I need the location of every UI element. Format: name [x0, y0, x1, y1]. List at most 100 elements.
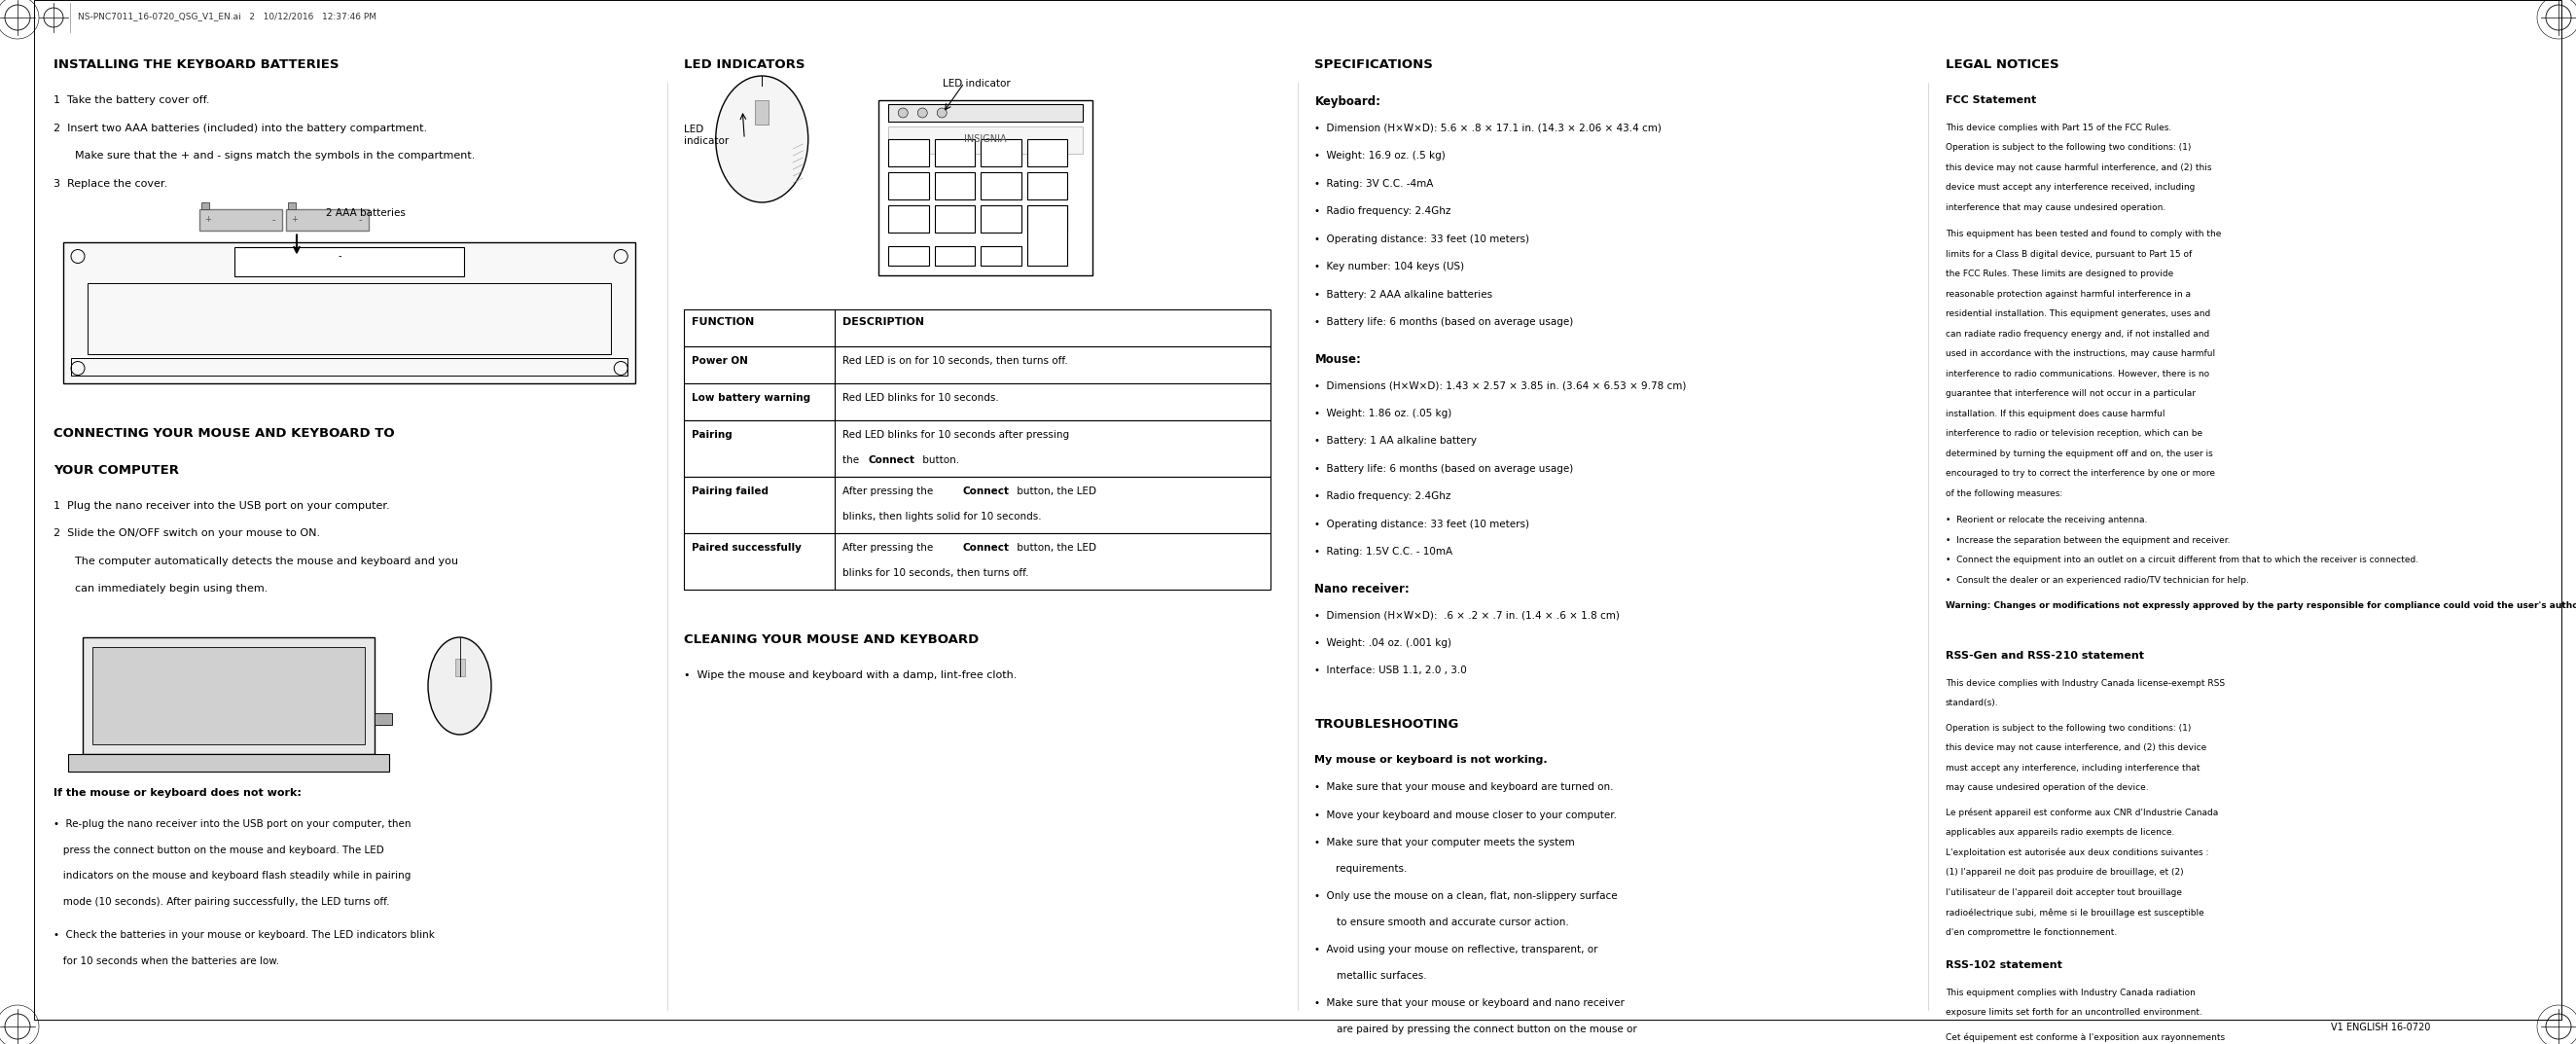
Text: guarantee that interference will not occur in a particular: guarantee that interference will not occ… [1945, 389, 2195, 398]
Bar [1028, 139, 1066, 166]
Text: +: + [204, 215, 211, 223]
Bar [755, 100, 768, 124]
Text: 2 AAA batteries: 2 AAA batteries [327, 208, 404, 217]
Bar [685, 383, 1270, 421]
Bar [981, 246, 1020, 265]
Text: INSTALLING THE KEYBOARD BATTERIES: INSTALLING THE KEYBOARD BATTERIES [54, 58, 340, 71]
Text: 2  Slide the ON/OFF switch on your mouse to ON.: 2 Slide the ON/OFF switch on your mouse … [54, 528, 319, 538]
Text: Make sure that the + and - signs match the symbols in the compartment.: Make sure that the + and - signs match t… [75, 150, 474, 161]
Text: •  Dimension (H×W×D): 5.6 × .8 × 17.1 in. (14.3 × 2.06 × 43.4 cm): • Dimension (H×W×D): 5.6 × .8 × 17.1 in.… [1314, 123, 1662, 133]
Text: •  Interface: USB 1.1, 2.0 , 3.0: • Interface: USB 1.1, 2.0 , 3.0 [1314, 665, 1468, 675]
Text: •  Key number: 104 keys (US): • Key number: 104 keys (US) [1314, 262, 1466, 271]
Text: •  Move your keyboard and mouse closer to your computer.: • Move your keyboard and mouse closer to… [1314, 810, 1618, 820]
Text: -: - [358, 215, 363, 224]
Text: Le présent appareil est conforme aux CNR d'Industrie Canada: Le présent appareil est conforme aux CNR… [1945, 808, 2218, 817]
Text: for 10 seconds when the batteries are low.: for 10 seconds when the batteries are lo… [54, 956, 278, 966]
Text: Warning: Changes or modifications not expressly approved by the party responsibl: Warning: Changes or modifications not ex… [1945, 601, 2576, 610]
Bar [82, 637, 374, 754]
Text: to ensure smooth and accurate cursor action.: to ensure smooth and accurate cursor act… [1337, 917, 1569, 927]
Bar [981, 139, 1020, 166]
Bar [286, 209, 368, 230]
Text: FUNCTION: FUNCTION [693, 317, 755, 327]
Bar [93, 647, 366, 744]
Text: l'utilisateur de l'appareil doit accepter tout brouillage: l'utilisateur de l'appareil doit accepte… [1945, 887, 2182, 897]
Text: •  Weight: 16.9 oz. (.5 kg): • Weight: 16.9 oz. (.5 kg) [1314, 150, 1445, 161]
Text: Connect: Connect [963, 487, 1010, 496]
Bar [889, 104, 1082, 121]
Text: My mouse or keyboard is not working.: My mouse or keyboard is not working. [1314, 755, 1548, 764]
Text: exposure limits set forth for an uncontrolled environment.: exposure limits set forth for an uncontr… [1945, 1009, 2202, 1017]
Text: If the mouse or keyboard does not work:: If the mouse or keyboard does not work: [54, 788, 301, 798]
Text: V1 ENGLISH 16-0720: V1 ENGLISH 16-0720 [2331, 1022, 2429, 1033]
Bar [685, 309, 1270, 347]
Text: button, the LED: button, the LED [1015, 487, 1097, 496]
Bar [198, 209, 283, 230]
Text: •  Operating distance: 33 feet (10 meters): • Operating distance: 33 feet (10 meters… [1314, 519, 1530, 529]
Text: FCC Statement: FCC Statement [1945, 95, 2035, 105]
Bar [685, 421, 1270, 477]
Bar [72, 357, 629, 375]
Bar [374, 713, 392, 725]
Text: standard(s).: standard(s). [1945, 698, 1999, 708]
Text: TROUBLESHOOTING: TROUBLESHOOTING [1314, 717, 1458, 730]
Text: applicables aux appareils radio exempts de licence.: applicables aux appareils radio exempts … [1945, 828, 2174, 836]
Text: NS-PNC7011_16-0720_QSG_V1_EN.ai   2   10/12/2016   12:37:46 PM: NS-PNC7011_16-0720_QSG_V1_EN.ai 2 10/12/… [77, 11, 376, 21]
Text: can immediately begin using them.: can immediately begin using them. [75, 584, 268, 593]
Text: this device may not cause harmful interference, and (2) this: this device may not cause harmful interf… [1945, 163, 2210, 171]
Text: Red LED blinks for 10 seconds after pressing: Red LED blinks for 10 seconds after pres… [842, 430, 1069, 440]
Text: interference to radio communications. However, there is no: interference to radio communications. Ho… [1945, 370, 2210, 378]
Text: •  Make sure that your computer meets the system: • Make sure that your computer meets the… [1314, 837, 1574, 848]
Text: Pairing: Pairing [693, 430, 732, 440]
Text: •  Battery: 2 AAA alkaline batteries: • Battery: 2 AAA alkaline batteries [1314, 289, 1494, 300]
Text: •  Radio frequency: 2.4Ghz: • Radio frequency: 2.4Ghz [1314, 492, 1450, 501]
Text: •  Connect the equipment into an outlet on a circuit different from that to whic: • Connect the equipment into an outlet o… [1945, 555, 2419, 565]
Text: button.: button. [920, 455, 958, 465]
Bar [935, 172, 974, 199]
Text: •  Re-plug the nano receiver into the USB port on your computer, then: • Re-plug the nano receiver into the USB… [54, 820, 412, 829]
Text: the: the [842, 455, 863, 465]
Text: •  Operating distance: 33 feet (10 meters): • Operating distance: 33 feet (10 meters… [1314, 234, 1530, 243]
Text: may cause undesired operation of the device.: may cause undesired operation of the dev… [1945, 783, 2148, 792]
Text: blinks for 10 seconds, then turns off.: blinks for 10 seconds, then turns off. [842, 568, 1028, 578]
Text: device must accept any interference received, including: device must accept any interference rece… [1945, 183, 2195, 192]
Text: indicators on the mouse and keyboard flash steadily while in pairing: indicators on the mouse and keyboard fla… [54, 871, 412, 880]
Text: installation. If this equipment does cause harmful: installation. If this equipment does cau… [1945, 409, 2164, 418]
Bar [1028, 172, 1066, 199]
Text: •  Rating: 1.5V C.C. - 10mA: • Rating: 1.5V C.C. - 10mA [1314, 547, 1453, 556]
Bar [1028, 206, 1066, 265]
Text: This device complies with Industry Canada license-exempt RSS: This device complies with Industry Canad… [1945, 679, 2226, 687]
Text: 2  Insert two AAA batteries (included) into the battery compartment.: 2 Insert two AAA batteries (included) in… [54, 123, 428, 133]
Text: Operation is subject to the following two conditions: (1): Operation is subject to the following tw… [1945, 723, 2192, 732]
Text: •  Weight: 1.86 oz. (.05 kg): • Weight: 1.86 oz. (.05 kg) [1314, 408, 1453, 418]
Text: •  Weight: .04 oz. (.001 kg): • Weight: .04 oz. (.001 kg) [1314, 638, 1453, 647]
Text: •  Check the batteries in your mouse or keyboard. The LED indicators blink: • Check the batteries in your mouse or k… [54, 930, 435, 940]
Text: radioélectrique subi, même si le brouillage est susceptible: radioélectrique subi, même si le brouill… [1945, 908, 2205, 917]
Bar [889, 139, 930, 166]
Text: 3  Replace the cover.: 3 Replace the cover. [54, 179, 167, 188]
Text: encouraged to try to correct the interference by one or more: encouraged to try to correct the interfe… [1945, 469, 2215, 478]
Text: •  Only use the mouse on a clean, flat, non-slippery surface: • Only use the mouse on a clean, flat, n… [1314, 892, 1618, 901]
Bar [889, 172, 930, 199]
Text: mode (10 seconds). After pairing successfully, the LED turns off.: mode (10 seconds). After pairing success… [54, 897, 389, 906]
Text: •  Battery: 1 AA alkaline battery: • Battery: 1 AA alkaline battery [1314, 436, 1476, 446]
Text: CLEANING YOUR MOUSE AND KEYBOARD: CLEANING YOUR MOUSE AND KEYBOARD [685, 634, 979, 646]
Bar [289, 201, 296, 209]
Text: must accept any interference, including interference that: must accept any interference, including … [1945, 763, 2200, 773]
Text: used in accordance with the instructions, may cause harmful: used in accordance with the instructions… [1945, 350, 2215, 358]
Text: •  Avoid using your mouse on reflective, transparent, or: • Avoid using your mouse on reflective, … [1314, 945, 1597, 954]
Text: interference to radio or television reception, which can be: interference to radio or television rece… [1945, 429, 2202, 437]
Text: interference that may cause undesired operation.: interference that may cause undesired op… [1945, 203, 2166, 212]
Bar [685, 533, 1270, 590]
Bar [878, 100, 1092, 276]
Text: •  Increase the separation between the equipment and receiver.: • Increase the separation between the eq… [1945, 536, 2231, 544]
Text: the FCC Rules. These limits are designed to provide: the FCC Rules. These limits are designed… [1945, 269, 2174, 279]
Bar [64, 242, 636, 383]
Text: 1  Take the battery cover off.: 1 Take the battery cover off. [54, 95, 209, 105]
Text: button, the LED: button, the LED [1015, 543, 1097, 552]
Text: Keyboard:: Keyboard: [1314, 95, 1381, 108]
Bar [981, 172, 1020, 199]
Text: DESCRIPTION: DESCRIPTION [842, 317, 925, 327]
Bar [685, 347, 1270, 383]
Text: Red LED blinks for 10 seconds.: Red LED blinks for 10 seconds. [842, 394, 999, 403]
Text: Connect: Connect [963, 543, 1010, 552]
